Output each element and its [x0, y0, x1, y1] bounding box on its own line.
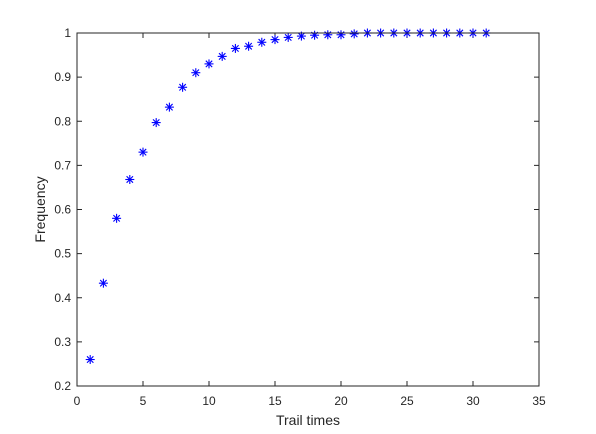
data-point: [310, 30, 320, 40]
data-point: [349, 29, 359, 39]
y-tick-label: 0.2: [54, 379, 71, 393]
y-tick-label: 1: [64, 26, 71, 40]
data-point: [98, 278, 108, 288]
y-axis-label: Frequency: [32, 176, 48, 242]
x-tick-label: 20: [334, 394, 348, 408]
data-point: [283, 32, 293, 42]
data-point: [112, 213, 122, 223]
y-tick-label: 0.6: [54, 203, 71, 217]
x-axis-label: Trail times: [276, 412, 340, 428]
x-tick-label: 10: [202, 394, 216, 408]
x-tick-label: 30: [466, 394, 480, 408]
data-point: [270, 35, 280, 45]
data-point: [191, 68, 201, 78]
data-point: [151, 118, 161, 128]
y-tick-label: 0.5: [54, 247, 71, 261]
x-tick-label: 5: [140, 394, 147, 408]
y-tick-label: 0.3: [54, 335, 71, 349]
x-tick-label: 25: [400, 394, 414, 408]
x-tick-label: 35: [532, 394, 546, 408]
data-point: [164, 102, 174, 112]
data-point: [244, 41, 254, 51]
data-point: [204, 59, 214, 69]
y-tick-label: 0.8: [54, 114, 71, 128]
data-point: [230, 43, 240, 53]
x-axis-ticks: 0 5 10 15 20 25 30 35: [74, 33, 546, 408]
y-tick-label: 0.4: [54, 291, 71, 305]
data-point: [257, 37, 267, 47]
data-point: [323, 30, 333, 40]
data-point: [217, 51, 227, 61]
data-point: [85, 355, 95, 365]
y-axis-ticks: 0.2 0.3 0.4 0.5 0.6 0.7 0.8 0.9 1: [54, 26, 539, 393]
plot-area: [77, 33, 539, 386]
y-tick-label: 0.7: [54, 158, 71, 172]
data-point: [138, 147, 148, 157]
x-tick-label: 15: [268, 394, 282, 408]
data-point: [178, 82, 188, 92]
data-point: [336, 30, 346, 40]
data-point: [125, 174, 135, 184]
y-tick-label: 0.9: [54, 70, 71, 84]
plot-frame: [76, 32, 540, 387]
x-tick-label: 0: [74, 394, 81, 408]
